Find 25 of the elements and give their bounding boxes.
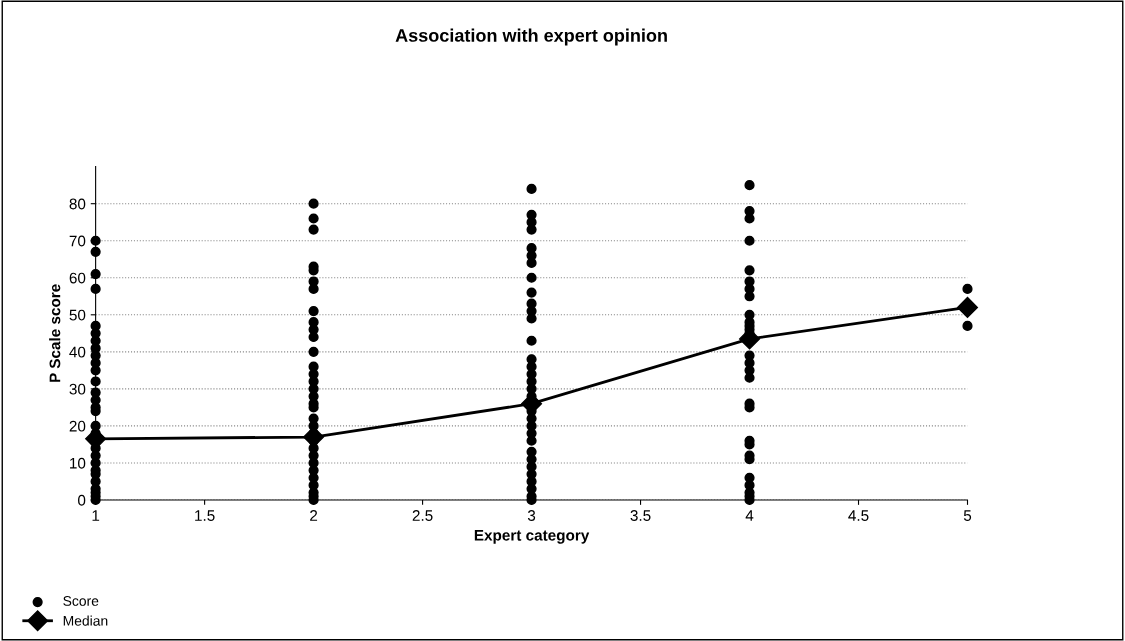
y-axis-title: P Scale score xyxy=(49,284,61,382)
legend-label: Score xyxy=(63,596,99,606)
y-tick-label: 40 xyxy=(69,346,86,358)
x-tick-label: 2 xyxy=(310,510,318,521)
y-tick-label: 70 xyxy=(69,235,86,247)
chart-title: Association with expert opinion xyxy=(395,28,667,46)
point xyxy=(303,426,325,448)
y-tick-label: 10 xyxy=(70,457,86,469)
x-tick-label: 1.5 xyxy=(195,510,215,521)
x-tick-label: 2.5 xyxy=(412,510,433,521)
y-tick-label: 0 xyxy=(78,494,86,506)
x-axis-title: Expert category xyxy=(474,529,590,544)
x-tick-label: 5 xyxy=(963,510,972,521)
x-tick-label: 4 xyxy=(745,510,754,521)
x-tick-label: 4.5 xyxy=(848,510,869,521)
legend-label: Median xyxy=(63,615,108,626)
x-tick-label: 3 xyxy=(527,510,536,521)
point xyxy=(956,296,979,318)
y-tick-label: 50 xyxy=(69,309,86,321)
y-tick-label: 30 xyxy=(69,383,86,395)
y-tick-label: 60 xyxy=(69,272,86,284)
y-tick-label: 80 xyxy=(69,198,86,210)
x-tick-label: 3.5 xyxy=(630,510,651,521)
x-tick-label: 1 xyxy=(92,510,100,521)
y-tick-label: 20 xyxy=(69,420,86,432)
